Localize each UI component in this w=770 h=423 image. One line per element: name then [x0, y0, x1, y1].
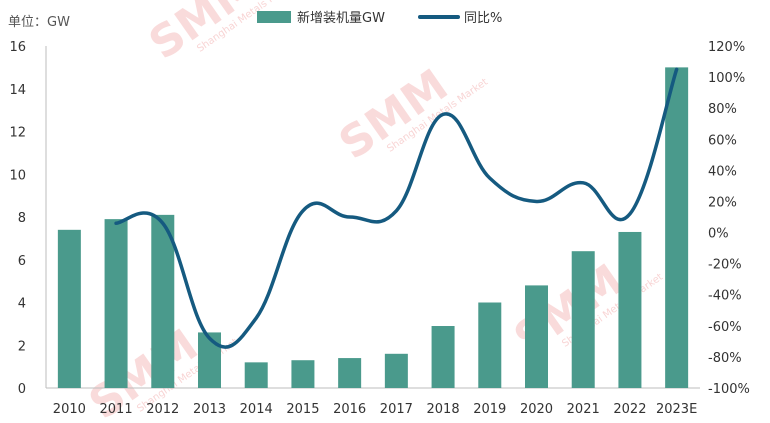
right-tick-label: -40%	[708, 289, 742, 304]
x-tick-label: 2011	[100, 402, 133, 417]
right-tick-label: 120%	[708, 40, 745, 55]
bar-2014	[244, 362, 268, 388]
x-axis-ticks: 2010 2011 2012 2013 2014 2015 2016 2017 2018 2019…	[53, 402, 697, 417]
right-tick-label: 40%	[708, 164, 737, 179]
left-tick-label: 14	[9, 83, 26, 98]
bar-2015	[291, 360, 315, 388]
x-tick-label: 2019	[473, 402, 506, 417]
left-tick-label: 6	[18, 254, 26, 269]
bar-series	[57, 67, 689, 388]
right-tick-label: -80%	[708, 351, 742, 366]
left-tick-label: 16	[9, 40, 26, 55]
bar-2018	[431, 326, 455, 388]
bar-2016	[338, 358, 362, 388]
x-tick-label: 2020	[520, 402, 553, 417]
yoy-line	[114, 67, 679, 349]
x-tick-label: 2023E	[656, 402, 697, 417]
right-tick-label: 20%	[708, 195, 737, 210]
x-tick-label: 2015	[286, 402, 319, 417]
bar-2022	[618, 231, 642, 388]
legend-bar-swatch	[257, 11, 291, 23]
x-tick-label: 2012	[146, 402, 179, 417]
bar-2017	[384, 353, 408, 388]
left-tick-label: 10	[9, 168, 26, 183]
bar-2012	[151, 214, 175, 388]
legend-bar-label: 新增装机量GW	[297, 10, 385, 26]
left-axis-ticks: 0 2 4 6 8 10 12 14 16	[9, 40, 26, 397]
x-tick-label: 2013	[193, 402, 226, 417]
bar-2021	[571, 251, 595, 388]
x-tick-label: 2010	[53, 402, 86, 417]
left-tick-label: 8	[18, 211, 26, 226]
right-tick-label: -100%	[708, 382, 750, 397]
left-tick-label: 4	[18, 297, 26, 312]
bar-2020	[525, 285, 548, 388]
right-axis-ticks: -100% -80% -60% -40% -20% 0% 20% 40% 60% 80% 100% 1…	[708, 40, 750, 397]
left-tick-label: 12	[9, 126, 26, 141]
x-tick-label: 2014	[240, 402, 273, 417]
left-axis-unit-label: 单位：GW	[8, 15, 70, 30]
right-tick-label: -60%	[708, 320, 742, 335]
bar-2013	[198, 332, 221, 388]
x-tick-label: 2016	[333, 402, 366, 417]
bar-2010	[57, 229, 81, 388]
x-tick-label: 2022	[613, 402, 646, 417]
bar-2023E	[665, 67, 689, 388]
right-tick-label: -20%	[708, 258, 742, 273]
x-tick-label: 2018	[427, 402, 460, 417]
left-tick-label: 0	[18, 382, 26, 397]
legend: 新增装机量GW 同比%	[257, 10, 502, 26]
bar-2019	[478, 302, 502, 388]
legend-line-label: 同比%	[464, 11, 502, 26]
x-tick-label: 2021	[567, 402, 600, 417]
bar-2011	[104, 219, 128, 388]
right-tick-label: 60%	[708, 133, 737, 148]
line-series	[114, 67, 679, 349]
left-tick-label: 2	[18, 339, 26, 354]
x-tick-label: 2017	[380, 402, 413, 417]
right-tick-label: 100%	[708, 71, 745, 86]
right-tick-label: 0%	[708, 227, 729, 242]
right-tick-label: 80%	[708, 102, 737, 117]
